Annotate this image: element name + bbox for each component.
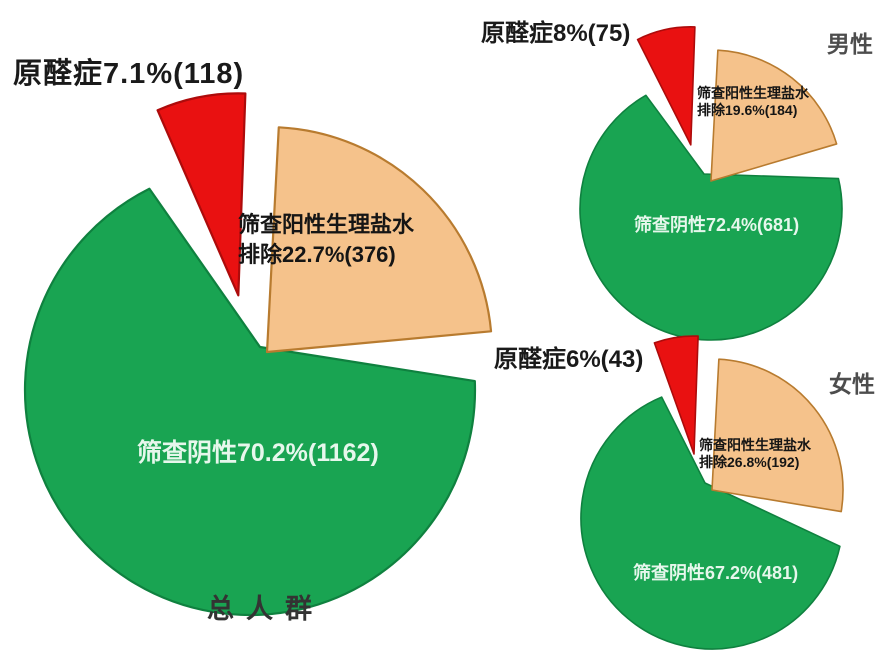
- slice-label-line: 排除22.7%(376): [238, 242, 396, 267]
- slice-label-line: 筛查阳性生理盐水: [697, 85, 809, 101]
- population-label-female: 女性: [829, 371, 875, 397]
- pie-female-slice-pa: [653, 335, 699, 455]
- callout-female-pa: 原醛症6%(43): [494, 346, 644, 373]
- population-label-total: 总人群: [207, 594, 324, 624]
- slice-label-line: 排除19.6%(184): [697, 102, 798, 118]
- callout-male-pa: 原醛症8%(75): [481, 20, 631, 47]
- pie-male-slice-pa: [636, 26, 696, 146]
- slice-label-line: 排除26.8%(192): [699, 454, 800, 470]
- slice-label-female-positive: 筛查阳性生理盐水 排除26.8%(192): [699, 437, 811, 471]
- pie-male-slice-positive-excluded: [710, 49, 838, 182]
- pie-male-slice-negative: [579, 94, 843, 341]
- pie-female-slice-negative: [580, 396, 841, 650]
- pie-total-slice-negative: [23, 187, 477, 617]
- slice-label-female-negative: 筛查阴性67.2%(481): [633, 563, 799, 583]
- slice-label-line: 筛查阳性生理盐水: [238, 212, 415, 237]
- pie-female-slice-positive-excluded: [711, 358, 844, 513]
- population-label-male: 男性: [827, 31, 873, 57]
- slice-label-total-positive: 筛查阳性生理盐水 排除22.7%(376): [238, 210, 414, 270]
- callout-total-pa: 原醛症7.1%(118): [13, 58, 245, 90]
- pie-total-slice-pa: [156, 92, 247, 297]
- pie-total-slice-positive-excluded: [265, 126, 493, 354]
- slice-label-male-negative: 筛查阴性72.4%(681): [634, 215, 800, 235]
- slice-label-total-negative: 筛查阴性70.2%(1162): [137, 439, 379, 467]
- slice-label-line: 筛查阳性生理盐水: [699, 437, 811, 453]
- slice-label-male-positive: 筛查阳性生理盐水 排除19.6%(184): [697, 85, 809, 119]
